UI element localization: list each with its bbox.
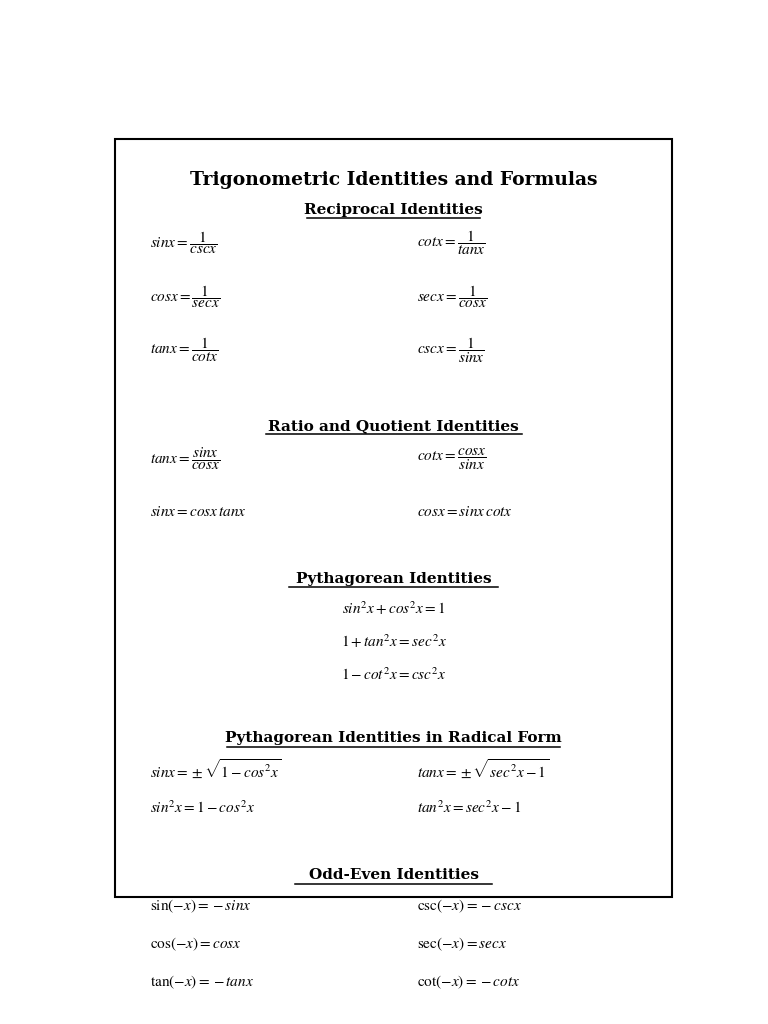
Text: $tan^2x = sec^2x - 1$: $tan^2x = sec^2x - 1$ <box>418 799 521 815</box>
Text: $\csc(-x) = -cscx$: $\csc(-x) = -cscx$ <box>418 898 522 915</box>
Text: $\tan(-x) = -tanx$: $\tan(-x) = -tanx$ <box>150 974 253 991</box>
Text: $tanx = \dfrac{sinx}{cosx}$: $tanx = \dfrac{sinx}{cosx}$ <box>150 445 220 472</box>
Text: Odd-Even Identities: Odd-Even Identities <box>309 868 478 882</box>
Text: $cscx = \dfrac{1}{sinx}$: $cscx = \dfrac{1}{sinx}$ <box>418 335 485 365</box>
Text: Pythagorean Identities in Radical Form: Pythagorean Identities in Radical Form <box>225 731 562 744</box>
Text: Trigonometric Identities and Formulas: Trigonometric Identities and Formulas <box>190 171 598 188</box>
Text: $sinx = \dfrac{1}{cscx}$: $sinx = \dfrac{1}{cscx}$ <box>150 229 217 256</box>
Text: Reciprocal Identities: Reciprocal Identities <box>304 203 483 217</box>
Text: $sin^2x + cos^2x = 1$: $sin^2x + cos^2x = 1$ <box>342 600 445 617</box>
Text: $secx = \dfrac{1}{cosx}$: $secx = \dfrac{1}{cosx}$ <box>418 283 488 309</box>
Text: Ratio and Quotient Identities: Ratio and Quotient Identities <box>268 419 519 433</box>
Text: $cotx = \dfrac{1}{tanx}$: $cotx = \dfrac{1}{tanx}$ <box>418 228 486 257</box>
FancyBboxPatch shape <box>115 138 672 897</box>
Text: $\sin(-x) = -sinx$: $\sin(-x) = -sinx$ <box>150 898 251 915</box>
Text: $tanx = \pm\sqrt{sec^2x - 1}$: $tanx = \pm\sqrt{sec^2x - 1}$ <box>418 758 550 781</box>
Text: $sinx = \pm\sqrt{1 - cos^2x}$: $sinx = \pm\sqrt{1 - cos^2x}$ <box>150 758 281 781</box>
Text: $\cos(-x) = cosx$: $\cos(-x) = cosx$ <box>150 936 241 953</box>
Text: $tanx = \dfrac{1}{cotx}$: $tanx = \dfrac{1}{cotx}$ <box>150 336 218 365</box>
Text: $\cot(-x) = -cotx$: $\cot(-x) = -cotx$ <box>418 974 521 991</box>
Text: Pythagorean Identities: Pythagorean Identities <box>296 571 492 586</box>
Text: $cosx = \dfrac{1}{secx}$: $cosx = \dfrac{1}{secx}$ <box>150 283 220 309</box>
Text: $\sec(-x) = secx$: $\sec(-x) = secx$ <box>418 936 508 953</box>
Text: $sinx = cosx\,tanx$: $sinx = cosx\,tanx$ <box>150 506 247 519</box>
Text: $sin^2x = 1 - cos^2x$: $sin^2x = 1 - cos^2x$ <box>150 799 255 815</box>
Text: $1 - cot^2x = csc^2x$: $1 - cot^2x = csc^2x$ <box>341 667 446 683</box>
Text: $cotx = \dfrac{cosx}{sinx}$: $cotx = \dfrac{cosx}{sinx}$ <box>418 445 487 472</box>
Text: $1 + tan^2x = sec^2x$: $1 + tan^2x = sec^2x$ <box>341 633 446 650</box>
Text: $cosx = sinx\,cotx$: $cosx = sinx\,cotx$ <box>418 506 513 519</box>
